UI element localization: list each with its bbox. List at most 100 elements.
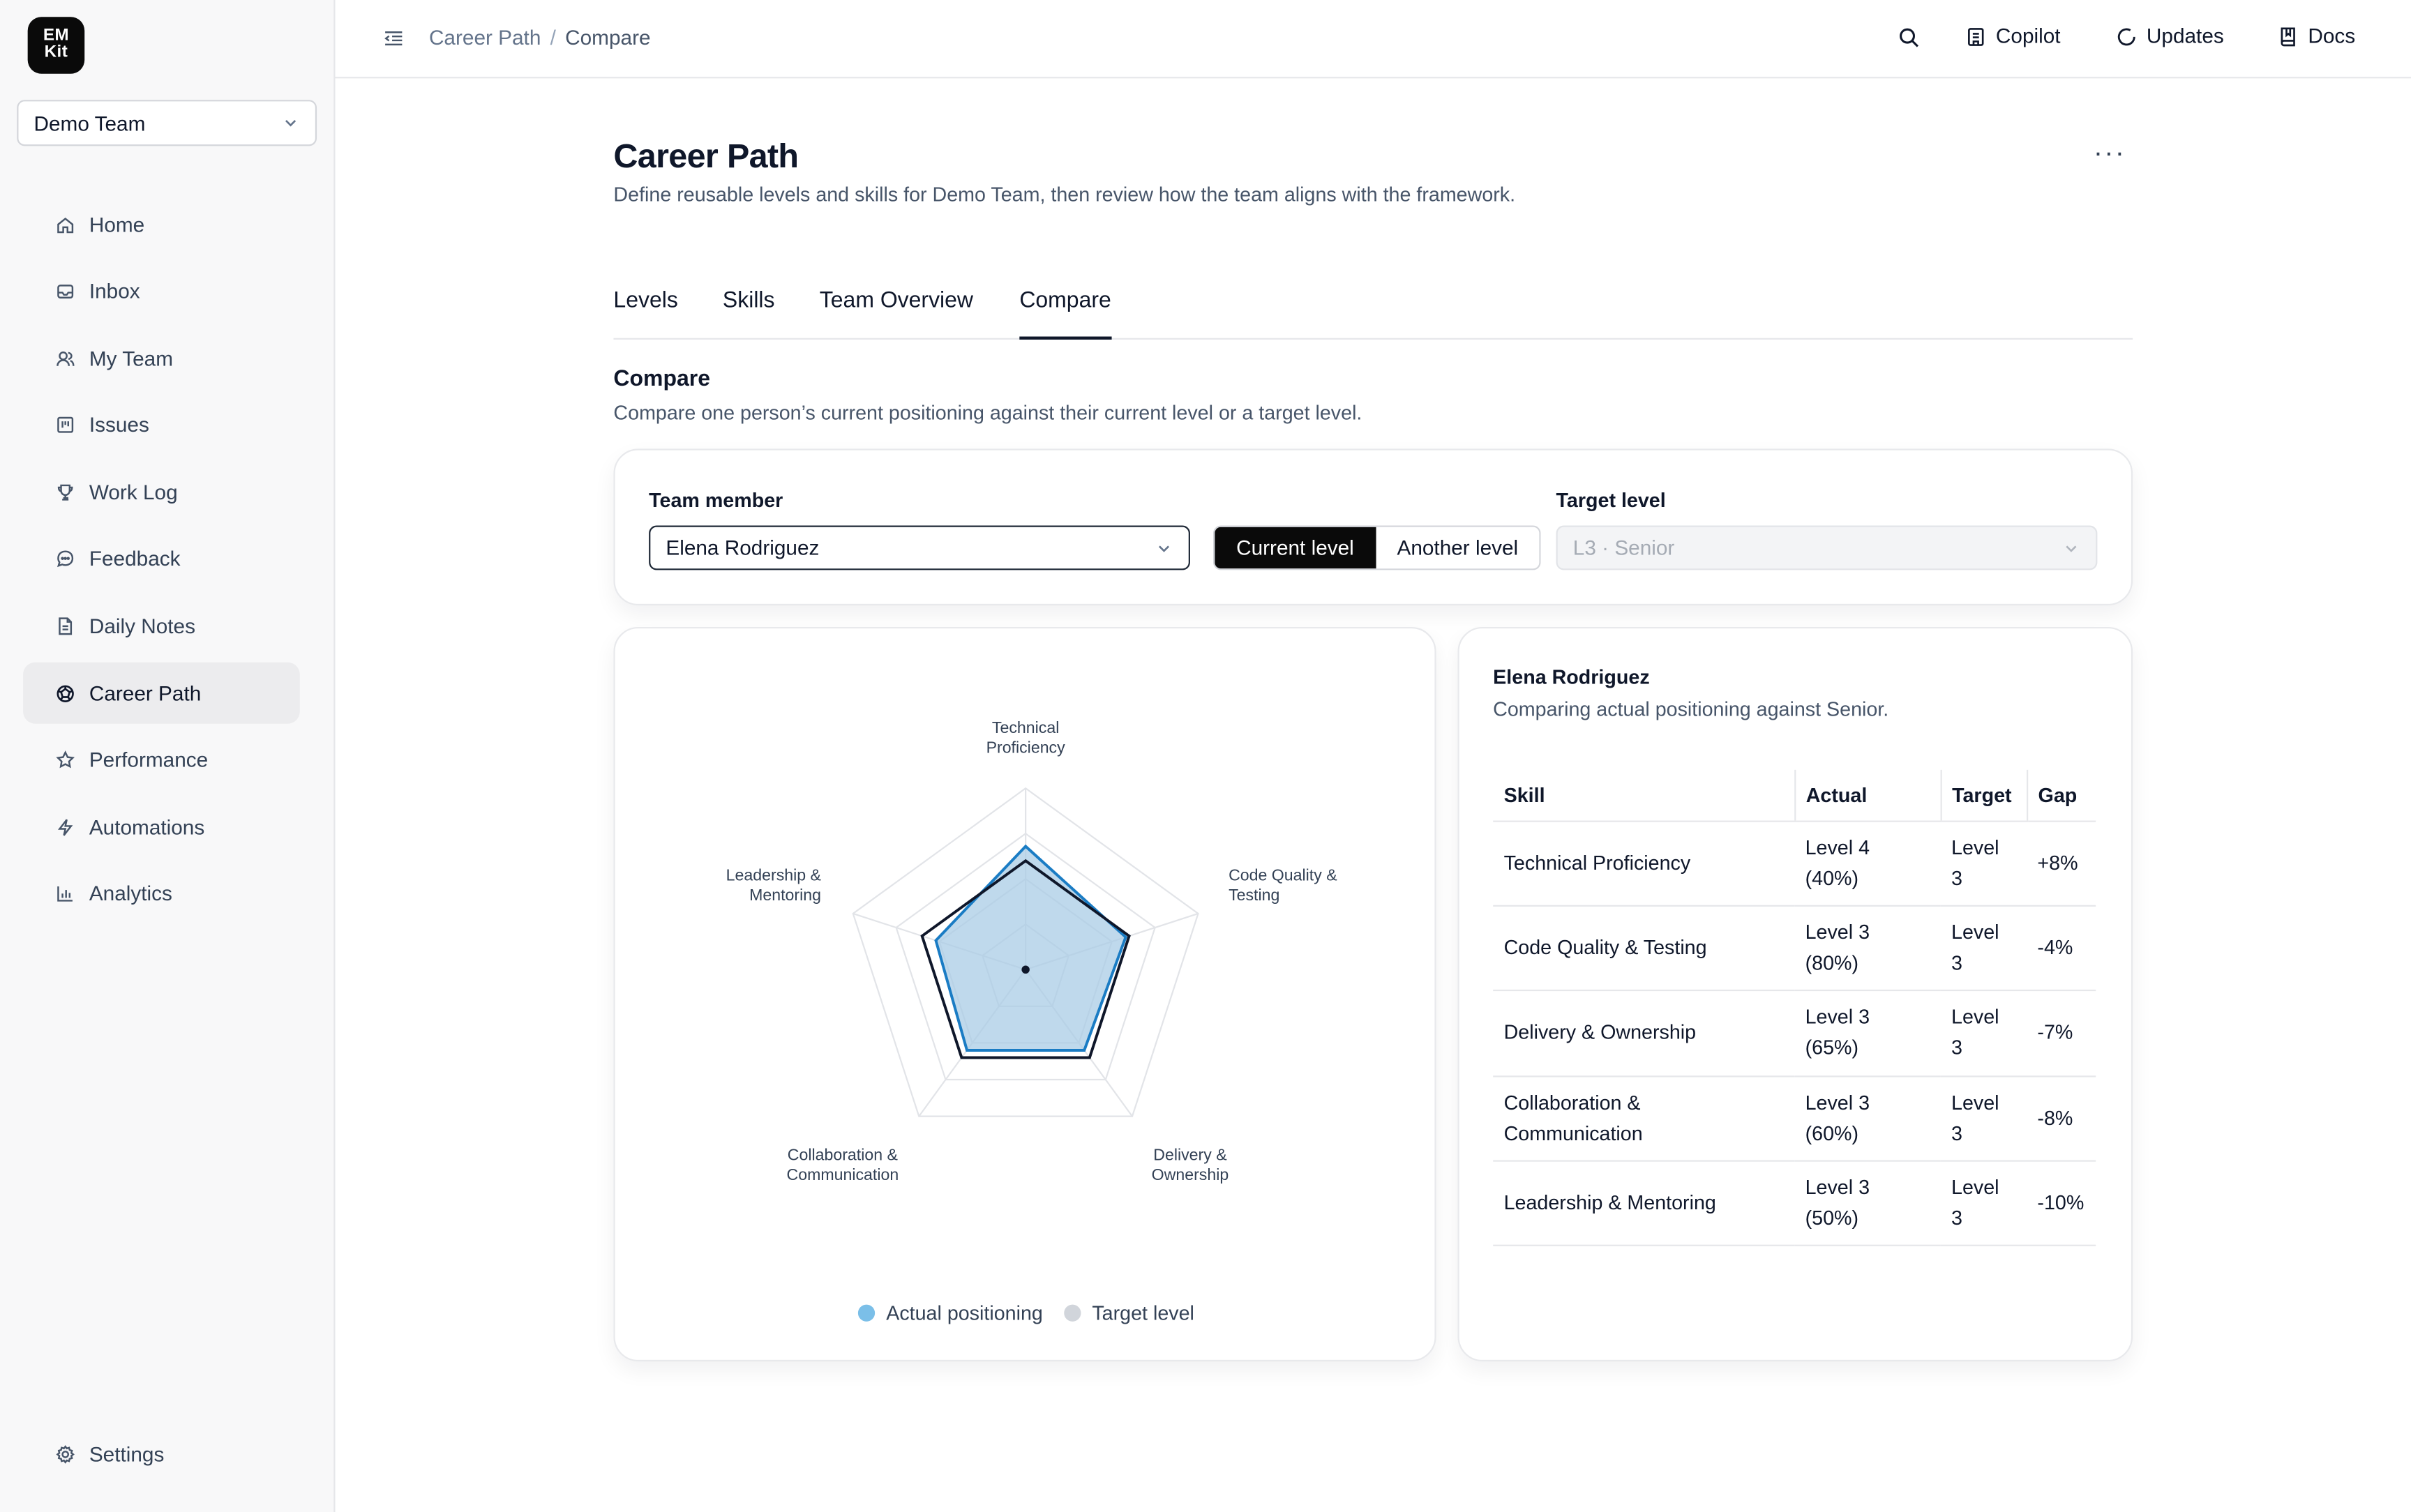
- sidebar-item-label: Issues: [89, 414, 149, 437]
- radar-series-target: [920, 859, 1131, 1059]
- sidebar-item-home[interactable]: Home: [23, 194, 300, 255]
- updates-label: Updates: [2146, 24, 2224, 48]
- legend-item-actual[interactable]: Actual positioning: [858, 1301, 1043, 1325]
- sidebar-item-work-log[interactable]: Work Log: [23, 462, 300, 523]
- radar-chart-card: Technical Proficiency Code Quality & Testin…: [613, 626, 1438, 1362]
- sidebar-item-automations[interactable]: Automations: [23, 796, 300, 858]
- message-circle-icon: [55, 550, 75, 570]
- breadcrumb-current: Compare: [565, 26, 651, 50]
- sidebar-item-feedback[interactable]: Feedback: [23, 529, 300, 590]
- legend-item-target[interactable]: Target level: [1064, 1301, 1194, 1325]
- copilot-icon: [1968, 27, 1984, 45]
- docs-button[interactable]: Docs: [2277, 24, 2355, 47]
- breadcrumb-separator: /: [550, 26, 556, 50]
- sidebar-item-analytics[interactable]: Analytics: [23, 863, 300, 925]
- actual-cell: Level 4 (40%): [1794, 820, 1941, 907]
- gap-cell: -10%: [2027, 1161, 2096, 1247]
- radar-grid-ring: [895, 832, 1156, 1081]
- sidebar-item-daily-notes[interactable]: Daily Notes: [23, 596, 300, 657]
- skill-cell: Collaboration & Communication: [1493, 1075, 1795, 1162]
- target-cell: Level 3: [1940, 905, 2027, 992]
- skill-cell: Technical Proficiency: [1493, 820, 1795, 907]
- sidebar-item-my-team[interactable]: My Team: [23, 328, 300, 389]
- target-cell: Level 3: [1940, 1161, 2027, 1247]
- tab-compare[interactable]: Compare: [1019, 289, 1111, 340]
- page-title: Career Path: [613, 137, 799, 176]
- chevron-down-icon: [285, 120, 296, 127]
- sidebar-item-label: Daily Notes: [89, 614, 195, 638]
- sidebar: EM Kit Demo Team Home Inbox My Team Issu…: [0, 0, 336, 1512]
- radar-grid-ring: [852, 787, 1199, 1117]
- sidebar-item-issues[interactable]: Issues: [23, 395, 300, 456]
- team-member-select[interactable]: Elena Rodriguez: [649, 525, 1190, 570]
- radar-axis-label: Collaboration & Communication: [787, 1145, 899, 1184]
- bar-chart-icon: [55, 884, 75, 905]
- refresh-icon: [2117, 27, 2135, 45]
- radar-axis-label: Technical Proficiency: [986, 718, 1066, 757]
- radar-axis-label: Delivery & Ownership: [1152, 1145, 1229, 1184]
- gap-cell: -4%: [2027, 905, 2096, 992]
- tab-team-overview[interactable]: Team Overview: [819, 289, 974, 314]
- actual-cell: Level 3 (60%): [1794, 1075, 1941, 1162]
- tab-levels[interactable]: Levels: [613, 289, 678, 314]
- sidebar-item-label: Home: [89, 213, 145, 236]
- sidebar-item-performance[interactable]: Performance: [23, 729, 300, 791]
- gap-cell: -8%: [2027, 1075, 2096, 1162]
- copilot-label: Copilot: [1995, 24, 2061, 48]
- tab-bar: Levels Skills Team Overview Compare: [613, 286, 2133, 340]
- skill-cell: Code Quality & Testing: [1493, 905, 1795, 992]
- table-row: Delivery & Ownership Level 3 (65%) Level 3…: [1493, 990, 2096, 1077]
- target-level-label: Target level: [1556, 488, 1666, 512]
- updates-button[interactable]: Updates: [2116, 24, 2224, 47]
- team-selector-value: Demo Team: [33, 111, 146, 135]
- actual-cell: Level 3 (80%): [1794, 905, 1941, 992]
- career-icon: [55, 683, 75, 704]
- sidebar-item-label: Work Log: [89, 481, 178, 504]
- copilot-button[interactable]: Copilot: [1965, 24, 2061, 47]
- sidebar-settings: Settings: [23, 1423, 300, 1490]
- docs-label: Docs: [2308, 24, 2356, 48]
- legend-label: Actual positioning: [886, 1301, 1043, 1325]
- sidebar-item-label: Analytics: [89, 882, 172, 906]
- sidebar-item-career-path[interactable]: Career Path: [23, 662, 300, 725]
- column-header-target: Target: [1939, 769, 2027, 822]
- current-level-button[interactable]: Current level: [1215, 527, 1376, 569]
- trophy-icon: [55, 483, 75, 503]
- chart-legend: Actual positioning Target level: [615, 1301, 1438, 1324]
- legend-label: Target level: [1092, 1301, 1194, 1325]
- team-member-label: Team member: [649, 488, 783, 512]
- level-mode-toggle: Current level Another level: [1213, 525, 1542, 570]
- team-member-value: Elena Rodriguez: [666, 536, 820, 560]
- sidebar-item-inbox[interactable]: Inbox: [23, 261, 300, 322]
- sidebar-item-label: Automations: [89, 815, 205, 839]
- breadcrumb-root[interactable]: Career Path: [428, 26, 541, 50]
- table-row: Technical Proficiency Level 4 (40%) Level…: [1493, 820, 2096, 907]
- sidebar-item-label: Feedback: [89, 547, 181, 571]
- search-icon[interactable]: [1898, 26, 1921, 49]
- radar-series-actual: [934, 844, 1127, 1052]
- radar-axis-label: Leadership & Mentoring: [726, 865, 822, 904]
- chevron-down-icon: [2066, 545, 2077, 552]
- topbar: Career Path / Compare Copilot Updates Do…: [335, 0, 2411, 79]
- more-options-button[interactable]: ···: [2093, 137, 2126, 168]
- star-icon: [55, 750, 75, 771]
- skill-cell: Delivery & Ownership: [1493, 990, 1795, 1077]
- team-selector[interactable]: Demo Team: [17, 100, 317, 146]
- column-header-skill: Skill: [1493, 769, 1795, 822]
- radar-axis-label: Code Quality & Testing: [1229, 865, 1337, 904]
- tab-skills[interactable]: Skills: [722, 289, 775, 314]
- file-text-icon: [55, 617, 75, 637]
- page-subtitle: Define reusable levels and skills for De…: [613, 183, 1516, 206]
- radar-chart: Technical Proficiency Code Quality & Testin…: [726, 718, 1338, 1184]
- sidebar-item-settings[interactable]: Settings: [23, 1423, 300, 1484]
- table-row: Collaboration & Communication Level 3 (60%…: [1493, 1075, 2096, 1162]
- another-level-button[interactable]: Another level: [1375, 527, 1540, 569]
- breadcrumb: Career Path / Compare: [429, 26, 651, 49]
- sidebar-toggle-icon[interactable]: [383, 28, 405, 50]
- target-level-select[interactable]: L3 · Senior: [1556, 525, 2098, 570]
- target-cell: Level 3: [1940, 1075, 2027, 1162]
- app-logo[interactable]: EM Kit: [27, 17, 85, 74]
- compare-section-subtitle: Compare one person’s current positioning…: [613, 401, 1362, 425]
- home-icon: [55, 214, 75, 234]
- legend-swatch-actual: [858, 1304, 876, 1322]
